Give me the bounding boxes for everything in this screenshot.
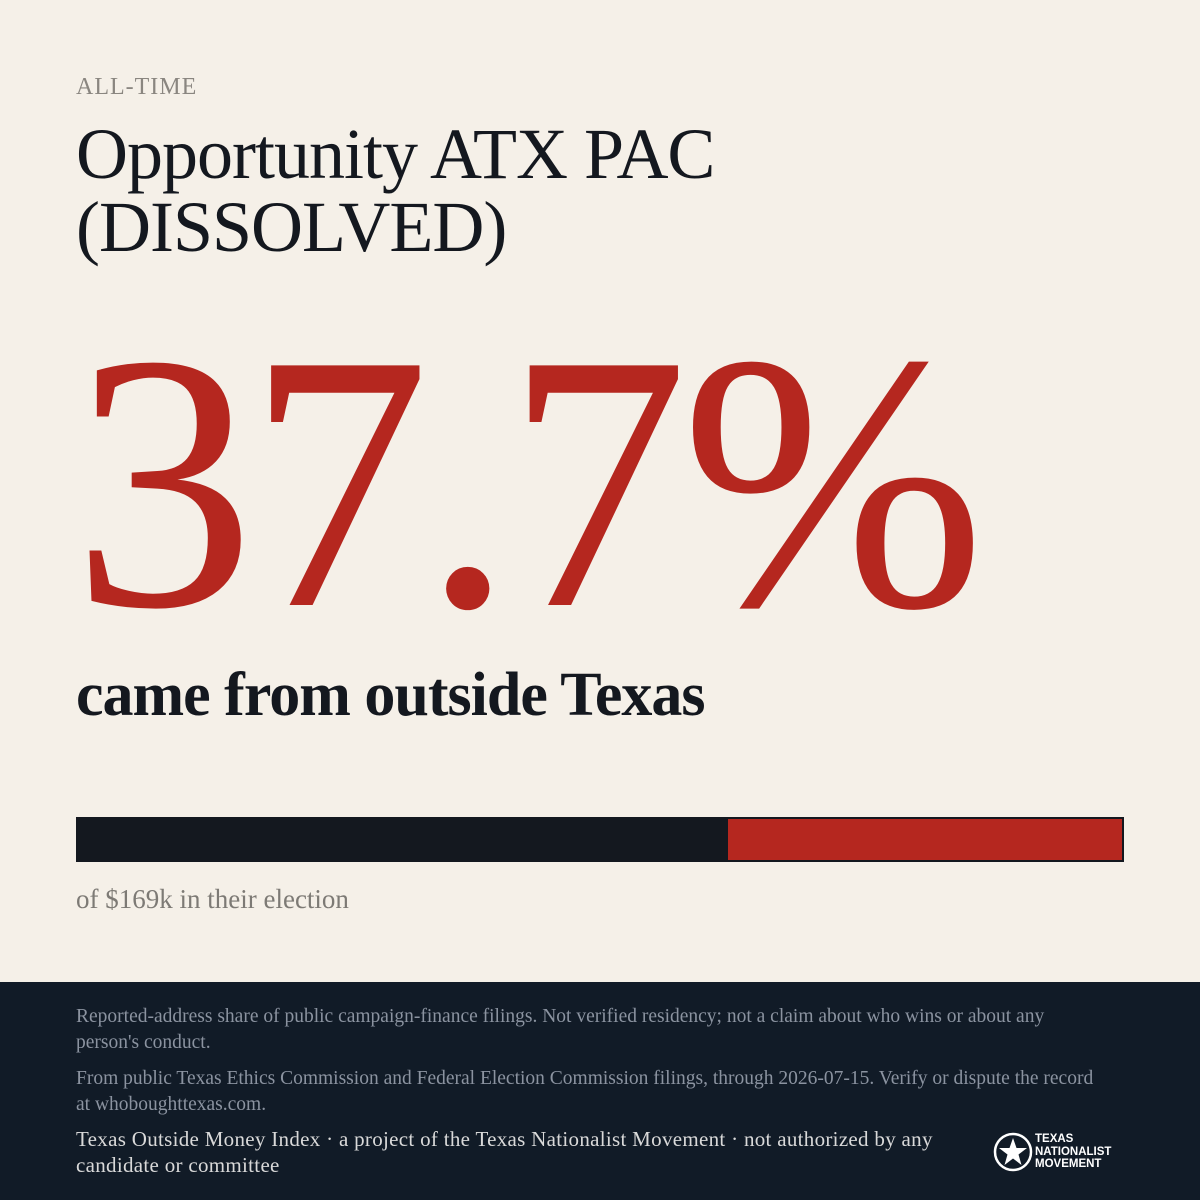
title-line: (DISSOLVED): [76, 187, 507, 268]
logo-icon: [993, 1132, 1033, 1172]
eyebrow: ALL-TIME: [76, 74, 198, 100]
logo-line: NATIONALIST: [1035, 1145, 1112, 1158]
total-note: of $169k in their election: [76, 884, 349, 914]
disclaimer: Reported-address share of public campaig…: [76, 1006, 1045, 1053]
credit: Texas Outside Money Index · a project of…: [76, 1127, 933, 1177]
logo-line: MOVEMENT: [1035, 1158, 1102, 1170]
title-line: Opportunity ATX PAC: [76, 114, 715, 194]
logo-text: TEXAS NATIONALIST MOVEMENT: [1035, 1133, 1111, 1171]
logo: TEXAS NATIONALIST MOVEMENT: [993, 1132, 1133, 1174]
source: From public Texas Ethics Commission and …: [76, 1068, 1094, 1115]
footer: Reported-address share of public campaig…: [0, 982, 1200, 1200]
share-bar-fill: [728, 819, 1122, 860]
title: Opportunity ATX PAC (DISSOLVED): [76, 114, 836, 268]
big-stat: 37.7%: [72, 280, 985, 685]
logo-line: TEXAS: [1035, 1133, 1074, 1145]
share-bar: [76, 817, 1124, 862]
caption: came from outside Texas: [76, 661, 706, 729]
